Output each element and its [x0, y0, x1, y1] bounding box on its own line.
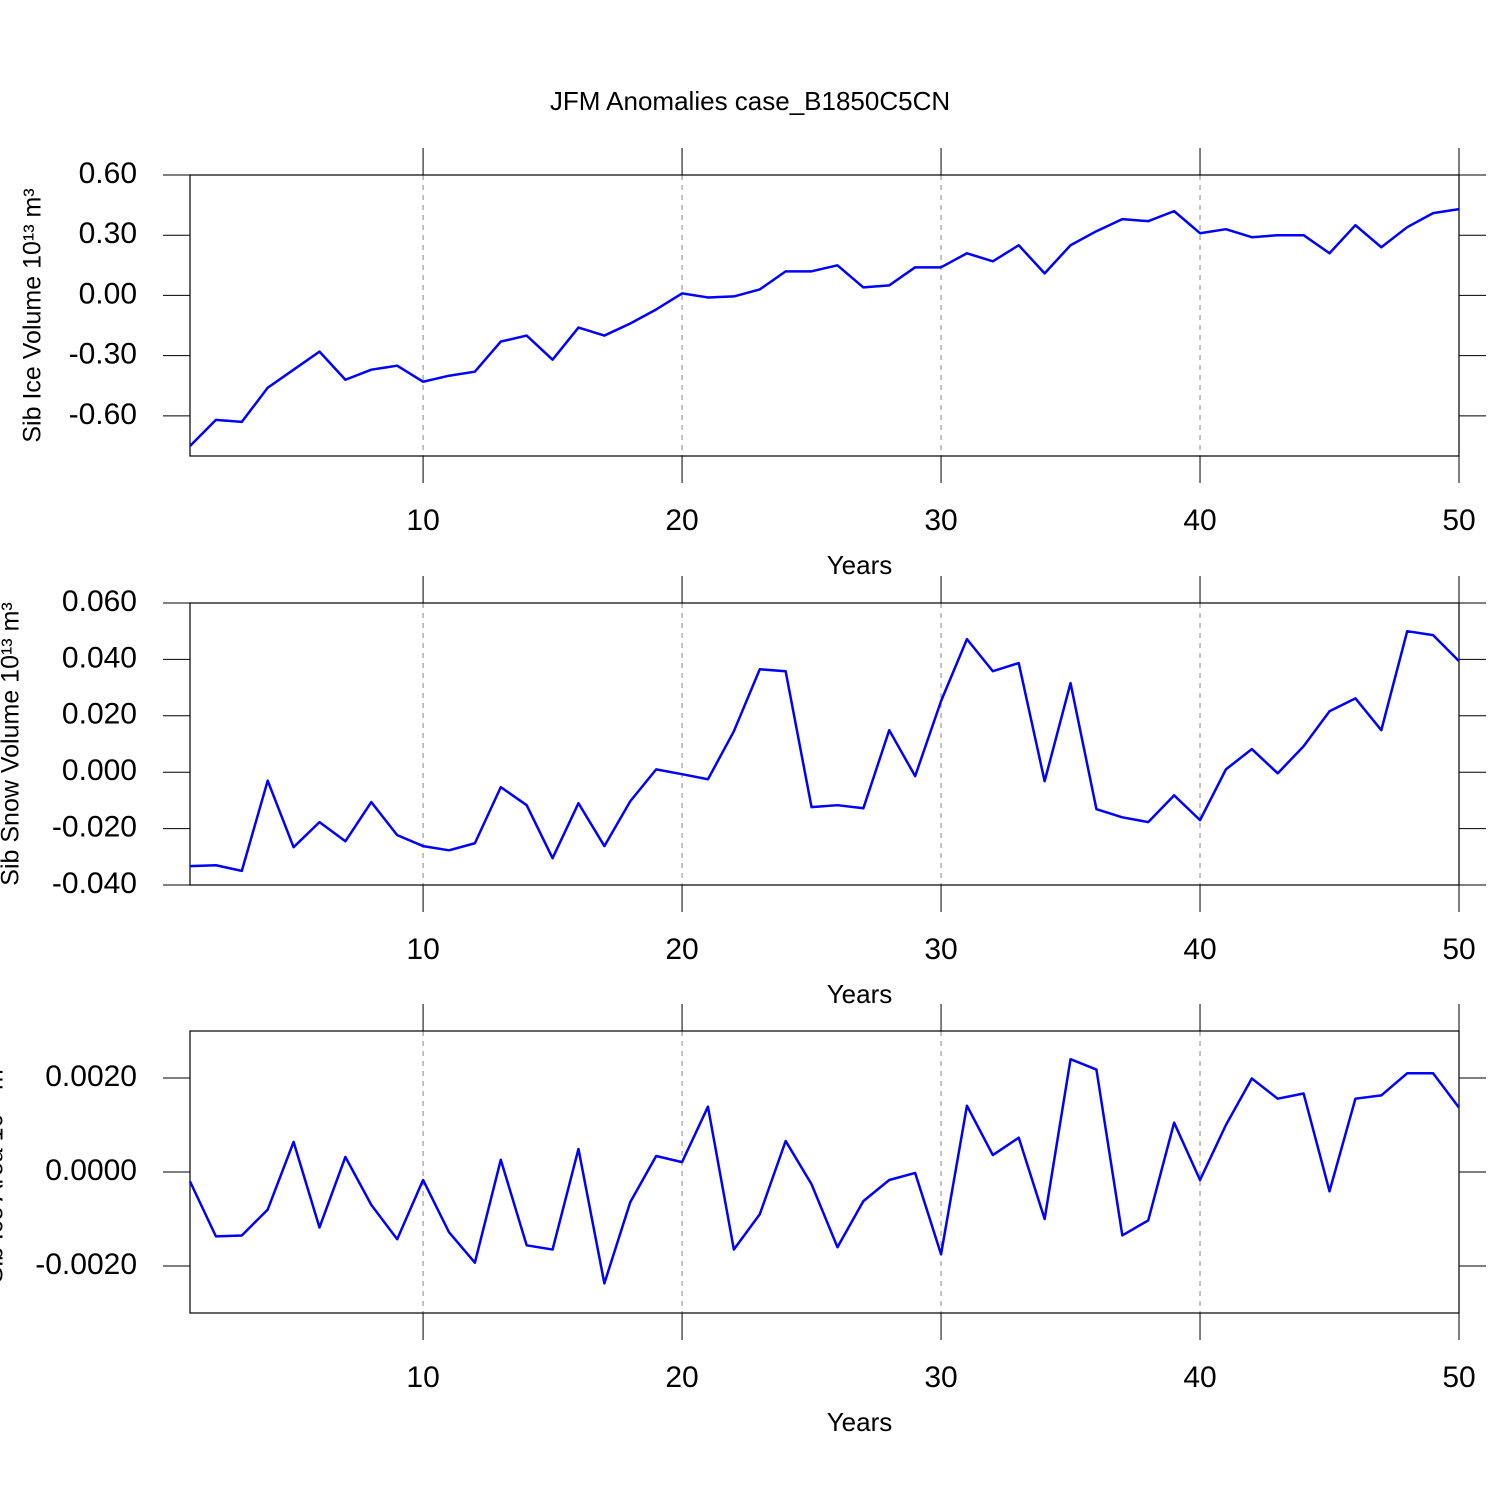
chart-title: JFM Anomalies case_B1850C5CN — [550, 86, 950, 116]
x-tick-label: 40 — [1183, 504, 1216, 537]
x-tick-label: 10 — [406, 504, 439, 537]
y-tick-label: -0.020 — [52, 811, 137, 844]
y-tick-label: -0.040 — [52, 867, 137, 900]
y-tick-label: -0.0020 — [35, 1248, 137, 1281]
y-tick-label: 0.00 — [79, 277, 137, 310]
plot-frame — [189, 174, 1460, 457]
data-line — [189, 207, 1460, 447]
x-tick-label: 40 — [1183, 933, 1216, 966]
x-axis-label: Years — [827, 979, 893, 1009]
x-tick-label: 20 — [665, 504, 698, 537]
data-line — [188, 1057, 1460, 1285]
y-tick-label: 0.0000 — [45, 1154, 137, 1187]
y-tick-label: 0.040 — [62, 641, 137, 674]
x-axis-label: Years — [827, 1407, 893, 1437]
y-axis-label: Sib Snow Volume 10¹³ m³ — [0, 602, 25, 885]
y-tick-label: 0.60 — [79, 157, 137, 190]
x-tick-label: 20 — [665, 933, 698, 966]
x-tick-label: 50 — [1442, 933, 1475, 966]
x-tick-label: 30 — [924, 933, 957, 966]
data-line — [189, 629, 1460, 873]
x-tick-label: 50 — [1442, 504, 1475, 537]
y-tick-label: -0.60 — [69, 398, 137, 431]
x-axis-label: Years — [827, 550, 893, 580]
x-tick-label: 10 — [406, 933, 439, 966]
x-tick-label: 30 — [924, 504, 957, 537]
x-tick-label: 20 — [665, 1361, 698, 1394]
plot-frame — [189, 602, 1460, 886]
y-tick-label: 0.0020 — [45, 1060, 137, 1093]
plot-frame — [189, 1030, 1460, 1314]
x-tick-label: 40 — [1183, 1361, 1216, 1394]
y-tick-label: 0.000 — [62, 754, 137, 787]
y-tick-label: 0.020 — [62, 698, 137, 731]
y-tick-label: -0.30 — [69, 338, 137, 371]
x-tick-label: 50 — [1442, 1361, 1475, 1394]
y-tick-label: 0.060 — [62, 585, 137, 618]
y-axis-label: Sib Ice Volume 10¹³ m³ — [19, 188, 47, 442]
y-axis-label: Sib Ice Area 10¹³ m² — [0, 1061, 9, 1283]
y-tick-label: 0.30 — [79, 217, 137, 250]
x-tick-label: 30 — [924, 1361, 957, 1394]
x-tick-label: 10 — [406, 1361, 439, 1394]
